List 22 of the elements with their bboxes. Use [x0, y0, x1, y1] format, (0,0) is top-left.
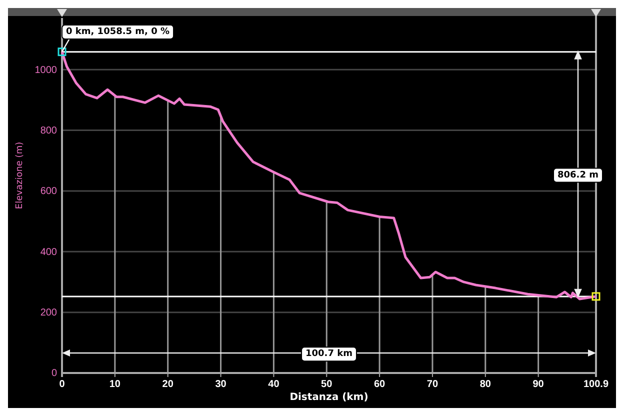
- x-tick-label: 80: [480, 379, 492, 390]
- y-tick-label: 0: [51, 368, 58, 380]
- y-axis-title: Elevazione (m): [15, 142, 25, 210]
- x-tick-label: 60: [374, 379, 386, 390]
- y-tick-label: 400: [40, 246, 58, 258]
- x-axis-title: Distanza (km): [290, 392, 368, 403]
- y-tick-label: 200: [40, 308, 58, 319]
- y-tick-label: 800: [40, 125, 58, 136]
- annotation: 0 km, 1058.5 m, 0 %: [66, 26, 170, 37]
- x-tick-label: 70: [426, 379, 438, 390]
- x-tick-label: 40: [268, 379, 280, 390]
- x-tick-label: 100.9: [583, 379, 609, 390]
- annotation: 806.2 m: [558, 170, 598, 180]
- x-tick-label: 20: [162, 379, 174, 390]
- x-tick-label: 50: [321, 379, 333, 390]
- x-tick-label: 10: [109, 379, 121, 390]
- annotation: 100.7 km: [306, 349, 352, 360]
- x-tick-label: 90: [532, 379, 544, 390]
- x-tick-label: 30: [215, 379, 227, 390]
- y-tick-label: 1000: [34, 64, 58, 76]
- y-tick-label: 600: [40, 186, 58, 198]
- x-tick-label: 0: [59, 379, 66, 390]
